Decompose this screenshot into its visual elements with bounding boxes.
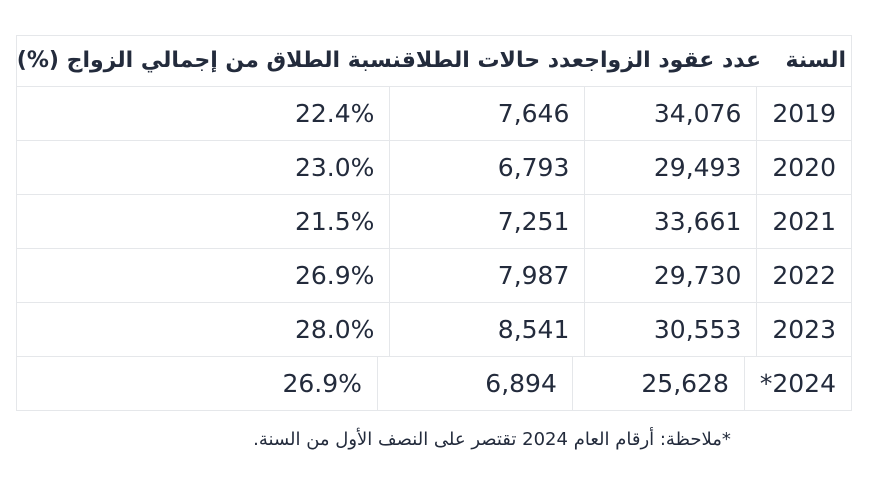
divorce-rate-cell: 21.5% — [294, 207, 375, 236]
table-row: 2024* 25,628 6,894 26.9% — [17, 357, 851, 410]
column-headers-group: عدد عقود الزواجعدد حالات الطلاقنسبة الطل… — [17, 50, 761, 72]
divorce-rate-cell: 26.9% — [282, 369, 362, 398]
marriages-cell: 34,076 — [584, 87, 756, 140]
year-cell: 2023 — [756, 303, 851, 356]
marriages-cell: 29,493 — [584, 141, 756, 194]
marriage-divorce-statistics-table: السنة عدد عقود الزواجعدد حالات الطلاقنسب… — [16, 35, 852, 411]
column-header-year: السنة — [785, 48, 846, 73]
table-header-row: السنة عدد عقود الزواجعدد حالات الطلاقنسب… — [17, 36, 851, 87]
divorces-cell: 6,793 — [389, 141, 584, 194]
table-row: 2019 34,076 7,646 22.4% — [17, 87, 851, 141]
divorces-cell: 6,894 — [376, 357, 572, 410]
year-cell: 2019 — [756, 87, 851, 140]
footnote: *ملاحظة: أرقام العام 2024 تقتصر على النص… — [253, 429, 731, 450]
table-row: 2023 30,553 8,541 28.0% — [17, 303, 851, 357]
divorce-rate-cell: 23.0% — [294, 153, 375, 182]
divorces-cell: 8,541 — [389, 303, 584, 356]
table-row: 2022 29,730 7,987 26.9% — [17, 249, 851, 303]
column-header-divorce-rate: نسبة الطلاق من إجمالي الزواج (%) — [16, 48, 402, 73]
year-cell: 2022 — [756, 249, 851, 302]
year-cell: 2021 — [756, 195, 851, 248]
divorces-cell: 7,987 — [389, 249, 584, 302]
column-header-marriages: عدد عقود الزواج — [584, 48, 761, 73]
marriages-cell: 29,730 — [584, 249, 756, 302]
year-cell: 2024* — [743, 357, 851, 410]
table-row: 2021 33,661 7,251 21.5% — [17, 195, 851, 249]
divorce-rate-cell: 22.4% — [294, 99, 375, 128]
year-cell: 2020 — [756, 141, 851, 194]
marriages-cell: 30,553 — [584, 303, 756, 356]
column-header-divorces: عدد حالات الطلاق — [401, 48, 585, 73]
divorce-rate-cell: 26.9% — [294, 261, 375, 290]
divorces-cell: 7,251 — [389, 195, 584, 248]
divorces-cell: 7,646 — [389, 87, 584, 140]
marriages-cell: 25,628 — [571, 357, 744, 410]
marriages-cell: 33,661 — [584, 195, 756, 248]
divorce-rate-cell: 28.0% — [294, 315, 375, 344]
table-row: 2020 29,493 6,793 23.0% — [17, 141, 851, 195]
